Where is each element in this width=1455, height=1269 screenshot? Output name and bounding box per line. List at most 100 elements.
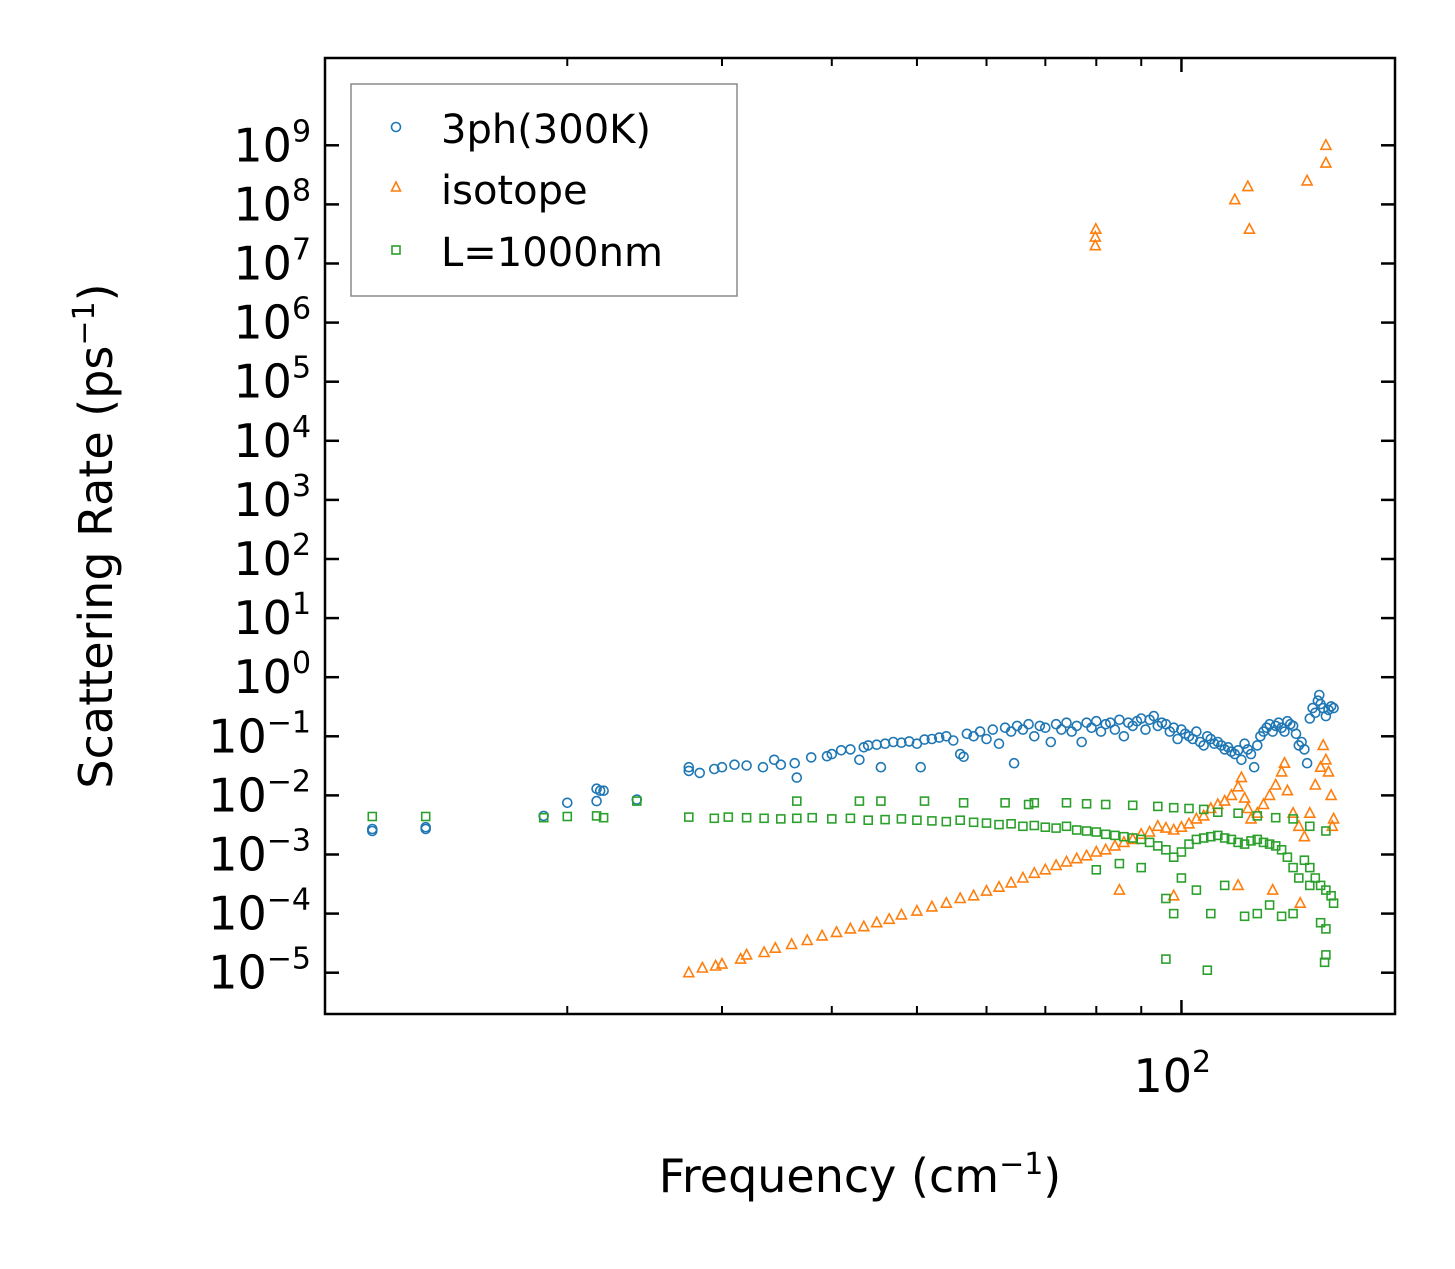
point-l1000nm [723, 812, 734, 822]
point-3ph [915, 761, 927, 773]
point-3ph [420, 823, 432, 835]
point-l1000nm [775, 814, 786, 824]
point-3ph [1095, 726, 1107, 737]
point-3ph [961, 728, 973, 740]
point-l1000nm [1161, 844, 1171, 855]
point-l1000nm [1305, 880, 1315, 891]
point-3ph [708, 763, 720, 775]
point-isotope [830, 925, 843, 938]
point-l1000nm [1264, 839, 1275, 849]
point-3ph [591, 795, 602, 807]
point-isotope [1298, 829, 1311, 842]
point-isotope [857, 919, 871, 932]
point-l1000nm [598, 812, 609, 823]
point-l1000nm [1168, 802, 1179, 813]
point-isotope [925, 899, 939, 912]
point-isotope [910, 903, 924, 916]
point-isotope [1159, 820, 1173, 833]
point-3ph [1045, 736, 1057, 748]
point-isotope [967, 888, 980, 901]
point-l1000nm [1000, 797, 1010, 808]
y-tick-label: 101 [233, 587, 311, 645]
legend-frame [350, 83, 738, 297]
point-l1000nm [919, 796, 930, 806]
point-isotope [1004, 875, 1018, 888]
point-l1000nm [1161, 893, 1171, 904]
point-isotope [1319, 138, 1333, 151]
series-triangle [682, 138, 1340, 978]
point-3ph [845, 744, 856, 755]
point-isotope [1070, 851, 1084, 864]
point-3ph [768, 754, 780, 766]
point-l1000nm [1213, 830, 1223, 841]
point-3ph [1140, 724, 1151, 735]
point-isotope [1293, 895, 1307, 909]
y-tick-label: 103 [233, 469, 311, 527]
point-isotope [895, 907, 908, 920]
point-l1000nm [1153, 841, 1163, 851]
point-l1000nm [631, 796, 642, 806]
point-3ph [741, 760, 752, 771]
y-tick-label: 107 [233, 232, 311, 290]
point-l1000nm [880, 814, 890, 825]
point-3ph [1239, 738, 1250, 750]
point-l1000nm [1202, 965, 1213, 976]
point-l1000nm [1239, 839, 1250, 849]
point-3ph [775, 759, 787, 771]
legend-label-isotope: isotope [441, 168, 588, 214]
point-isotope [1278, 755, 1291, 769]
point-l1000nm [1233, 837, 1243, 848]
point-3ph [1056, 724, 1067, 735]
point-isotope [1134, 827, 1148, 840]
point-3ph [1066, 726, 1077, 737]
point-l1000nm [968, 817, 979, 828]
point-isotope [1243, 221, 1256, 234]
point-l1000nm [1246, 836, 1256, 846]
point-l1000nm [420, 811, 431, 822]
point-3ph [1029, 730, 1040, 742]
axis-ticks: 10−510−410−310−210−110010110210310410510… [208, 58, 1395, 1103]
point-isotope [1235, 770, 1248, 783]
point-3ph [594, 785, 606, 797]
point-isotope [1060, 854, 1073, 867]
point-isotope [1080, 848, 1093, 861]
point-l1000nm [1114, 858, 1125, 869]
point-3ph [1328, 702, 1339, 714]
point-l1000nm [759, 813, 769, 824]
point-3ph [926, 733, 938, 745]
point-l1000nm [1288, 862, 1298, 873]
point-3ph [1245, 748, 1257, 760]
point-isotope [1244, 811, 1258, 824]
point-l1000nm [367, 811, 378, 822]
point-3ph [1071, 720, 1082, 732]
y-tick-label: 108 [233, 173, 311, 231]
point-l1000nm [683, 812, 694, 822]
point-3ph [1076, 736, 1087, 748]
point-l1000nm [845, 813, 856, 824]
point-l1000nm [1061, 821, 1072, 832]
point-isotope [939, 895, 953, 909]
point-l1000nm [1282, 852, 1293, 863]
point-3ph [1325, 701, 1337, 712]
point-l1000nm [1252, 811, 1263, 821]
point-isotope [1324, 788, 1338, 801]
point-isotope [1231, 779, 1245, 792]
point-3ph [683, 761, 695, 773]
point-isotope [1167, 822, 1181, 835]
point-3ph [1034, 720, 1046, 732]
point-l1000nm [1288, 814, 1298, 824]
point-l1000nm [1315, 917, 1326, 928]
point-l1000nm [912, 815, 922, 826]
point-3ph [1109, 724, 1121, 735]
point-3ph [1061, 717, 1072, 729]
point-l1000nm [1018, 821, 1028, 832]
point-3ph [854, 754, 865, 766]
point-isotope [696, 960, 709, 973]
point-isotope [870, 915, 884, 928]
point-3ph [538, 810, 550, 822]
point-3ph [791, 772, 803, 783]
point-l1000nm [927, 816, 937, 826]
point-isotope [1327, 811, 1340, 824]
point-l1000nm [863, 815, 874, 826]
